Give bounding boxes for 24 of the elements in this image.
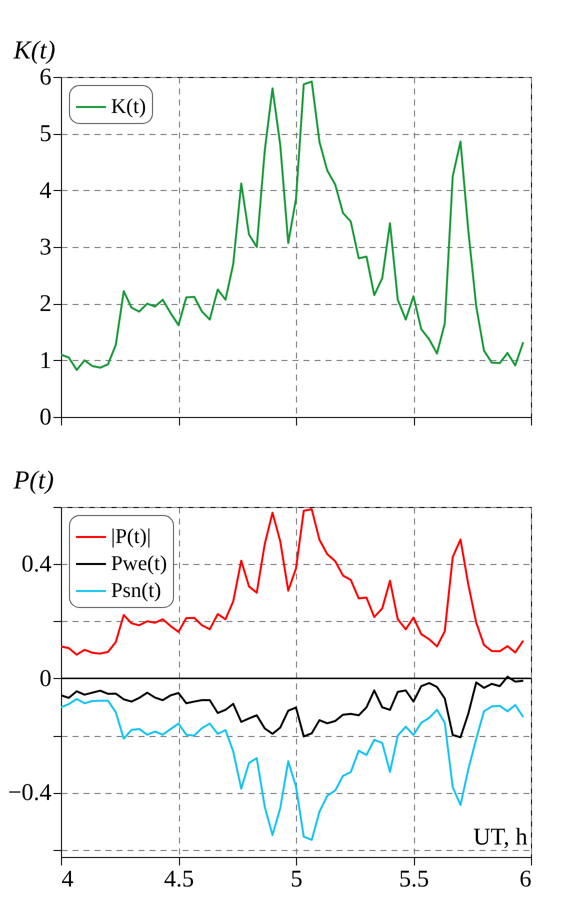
x-tick-label: 4.5: [164, 866, 194, 892]
legend-label: Psn(t): [111, 578, 162, 602]
y-axis-title: P(t): [12, 466, 54, 494]
x-axis-title: UT, h: [473, 824, 528, 850]
legend-label: |P(t)|: [111, 524, 151, 548]
line-series: [61, 508, 524, 656]
y-tick-label: 6: [40, 64, 52, 90]
legend-label: Pwe(t): [111, 551, 167, 575]
x-tick-label: 5.5: [399, 866, 429, 892]
y-tick-label: 1: [40, 348, 52, 374]
y-tick-label: 0.4: [22, 552, 52, 578]
line-series: [61, 80, 524, 371]
y-axis-title: K(t): [12, 36, 56, 64]
y-tick-label: 2: [40, 291, 52, 318]
y-tick-label: 5: [40, 121, 52, 148]
x-tick-label: 6: [520, 866, 532, 892]
legend-label: K(t): [111, 94, 146, 118]
y-tick-label: 0: [40, 666, 52, 692]
y-tick-label: −0.4: [8, 780, 52, 806]
y-tick-label: 0: [40, 404, 52, 430]
y-tick-label: 4: [40, 178, 52, 204]
y-tick-label: 3: [40, 234, 52, 260]
x-tick-label: 5: [290, 866, 302, 892]
x-tick-label: 4: [62, 866, 74, 892]
